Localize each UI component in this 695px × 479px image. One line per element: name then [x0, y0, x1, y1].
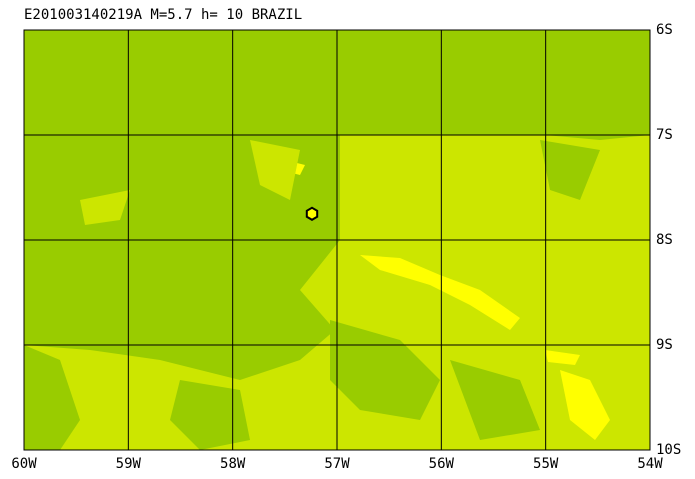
y-tick-label: 8S — [656, 232, 673, 248]
y-tick-label: 6S — [656, 22, 673, 38]
map-title: E201003140219A M=5.7 h= 10 BRAZIL — [24, 7, 302, 23]
y-tick-label: 7S — [656, 127, 673, 143]
x-tick-label: 58W — [220, 456, 246, 472]
x-tick-label: 56W — [429, 456, 455, 472]
x-tick-label: 60W — [11, 456, 37, 472]
event-marker — [305, 206, 319, 221]
x-tick-label: 54W — [637, 456, 663, 472]
y-tick-label: 9S — [656, 337, 673, 353]
x-tick-label: 59W — [116, 456, 142, 472]
y-tick-label: 10S — [656, 442, 681, 458]
x-tick-label: 57W — [324, 456, 350, 472]
x-tick-label: 55W — [533, 456, 559, 472]
